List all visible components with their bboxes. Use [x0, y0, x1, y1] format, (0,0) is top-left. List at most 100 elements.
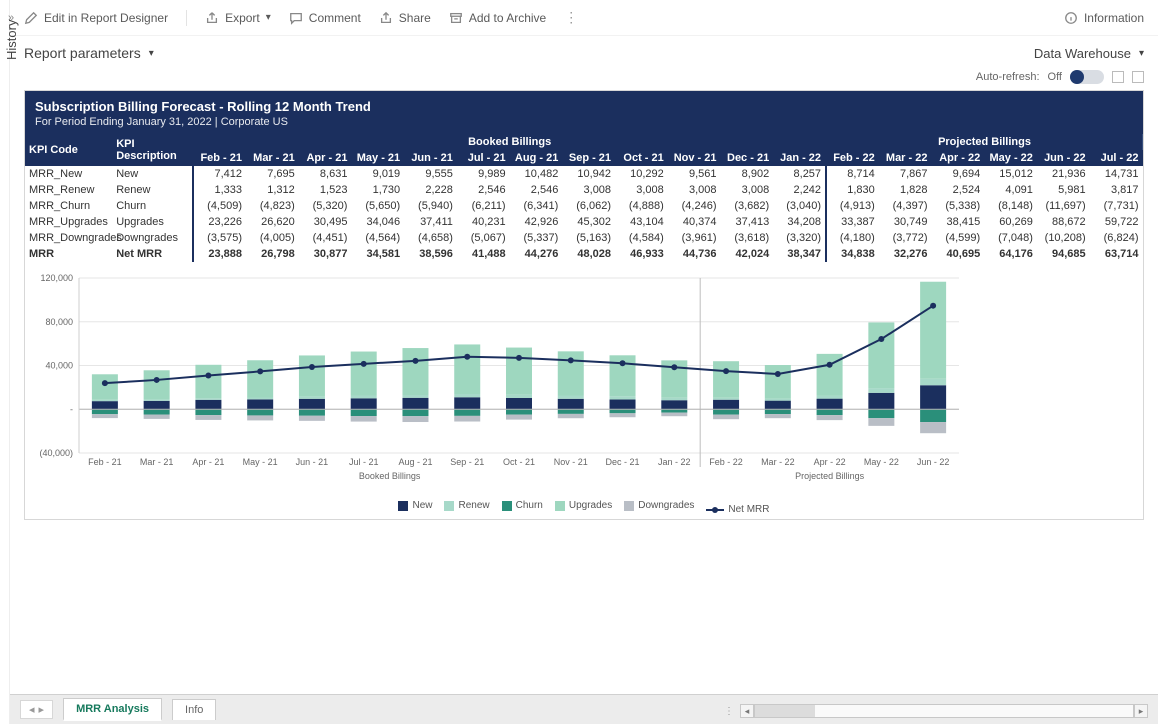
warehouse-label: Data Warehouse — [1034, 46, 1131, 61]
pencil-icon — [24, 11, 38, 25]
th-month: Jul - 21 — [457, 150, 510, 166]
report-parameters-button[interactable]: Report parameters ▾ — [24, 45, 154, 61]
edit-label: Edit in Report Designer — [44, 11, 168, 25]
cell-value: (4,584) — [615, 230, 668, 246]
edit-report-button[interactable]: Edit in Report Designer — [24, 11, 168, 25]
cell-kpi-code: MRR_Downgrades — [25, 230, 112, 246]
scroll-right-button[interactable]: ▸ — [1134, 704, 1148, 718]
cell-value: 7,412 — [193, 166, 246, 182]
svg-text:Mar - 22: Mar - 22 — [761, 457, 795, 467]
cell-value: (4,658) — [404, 230, 457, 246]
th-month: Aug - 21 — [510, 150, 563, 166]
cell-value: (8,148) — [984, 198, 1037, 214]
cell-value: 34,208 — [773, 214, 826, 230]
chevron-down-icon: ▾ — [1139, 48, 1144, 59]
cell-value: 3,008 — [668, 182, 721, 198]
more-actions-button[interactable]: ⋮ — [564, 9, 578, 26]
th-kpi-code: KPI Code — [25, 134, 112, 166]
th-month: Jul - 22 — [1090, 150, 1143, 166]
popout-icon[interactable] — [1112, 71, 1124, 83]
svg-text:120,000: 120,000 — [40, 273, 73, 283]
cell-value: 3,008 — [615, 182, 668, 198]
report-title: Subscription Billing Forecast - Rolling … — [35, 99, 1133, 114]
cell-value: 45,302 — [562, 214, 615, 230]
svg-text:(40,000): (40,000) — [39, 448, 73, 458]
cell-value: (3,320) — [773, 230, 826, 246]
cell-value: 46,933 — [615, 246, 668, 262]
horizontal-scrollbar[interactable]: ⋮ ◂ ▸ — [724, 704, 1148, 718]
share-button[interactable]: Share — [379, 11, 431, 25]
cell-kpi-code: MRR_New — [25, 166, 112, 182]
table-row: MRRNet MRR23,88826,79830,87734,58138,596… — [25, 246, 1143, 262]
comment-label: Comment — [309, 11, 361, 25]
th-group: Booked Billings — [193, 134, 826, 150]
cell-value: (6,341) — [510, 198, 563, 214]
history-rail: » History — [0, 0, 10, 724]
grid-toggle-icon[interactable] — [1132, 71, 1144, 83]
cell-value: 9,019 — [351, 166, 404, 182]
cell-value: 10,292 — [615, 166, 668, 182]
history-label: History — [4, 20, 19, 60]
sheet-next-icon[interactable]: ▸ — [39, 703, 45, 716]
scroll-thumb[interactable] — [755, 705, 815, 717]
cell-value: (4,888) — [615, 198, 668, 214]
cell-value: (4,599) — [931, 230, 984, 246]
archive-button[interactable]: Add to Archive — [449, 11, 546, 25]
cell-value: (4,451) — [299, 230, 352, 246]
cell-value: 44,736 — [668, 246, 721, 262]
scroll-track[interactable] — [754, 704, 1134, 718]
cell-value: 40,374 — [668, 214, 721, 230]
cell-value: (4,180) — [826, 230, 879, 246]
sheet-nav[interactable]: ◂ ▸ — [20, 700, 53, 719]
cell-value: 34,581 — [351, 246, 404, 262]
cell-value: 10,942 — [562, 166, 615, 182]
cell-value: 23,226 — [193, 214, 246, 230]
scroll-left-button[interactable]: ◂ — [740, 704, 754, 718]
report-viewport: Subscription Billing Forecast - Rolling … — [10, 90, 1158, 694]
information-button[interactable]: Information — [1064, 11, 1144, 25]
params-label: Report parameters — [24, 45, 141, 61]
legend-item: New — [398, 500, 432, 511]
th-month: Apr - 21 — [299, 150, 352, 166]
cell-value: (10,208) — [1037, 230, 1090, 246]
cell-value: 3,008 — [720, 182, 773, 198]
tab-mrr-analysis[interactable]: MRR Analysis — [63, 698, 162, 721]
data-warehouse-button[interactable]: Data Warehouse ▾ — [1034, 46, 1144, 61]
auto-refresh-toggle[interactable] — [1070, 70, 1104, 84]
cell-value: 2,228 — [404, 182, 457, 198]
cell-value: (3,040) — [773, 198, 826, 214]
cell-value: 40,231 — [457, 214, 510, 230]
svg-text:Booked Billings: Booked Billings — [359, 471, 421, 481]
th-kpi-desc: KPI Description — [112, 134, 193, 166]
cell-value: 2,242 — [773, 182, 826, 198]
comment-button[interactable]: Comment — [289, 11, 361, 25]
export-button[interactable]: Export ▾ — [205, 11, 271, 25]
cell-value: (6,824) — [1090, 230, 1143, 246]
table-row: MRR_NewNew7,4127,6958,6319,0199,5559,989… — [25, 166, 1143, 182]
th-month: Mar - 22 — [879, 150, 932, 166]
legend-item: Net MRR — [706, 504, 769, 515]
tab-info[interactable]: Info — [172, 699, 216, 720]
cell-value: (3,618) — [720, 230, 773, 246]
cell-kpi-code: MRR_Upgrades — [25, 214, 112, 230]
svg-text:-: - — [70, 404, 73, 414]
svg-text:Jan - 22: Jan - 22 — [658, 457, 691, 467]
cell-value: 38,415 — [931, 214, 984, 230]
cell-value: 10,482 — [510, 166, 563, 182]
cell-value: (5,940) — [404, 198, 457, 214]
cell-value: 26,798 — [246, 246, 299, 262]
cell-value: 9,561 — [668, 166, 721, 182]
svg-text:Apr - 22: Apr - 22 — [814, 457, 846, 467]
th-month: Jun - 21 — [404, 150, 457, 166]
cell-kpi-desc: Net MRR — [112, 246, 193, 262]
cell-kpi-desc: Downgrades — [112, 230, 193, 246]
share-icon — [379, 11, 393, 25]
cell-kpi-desc: Upgrades — [112, 214, 193, 230]
legend-item: Downgrades — [624, 500, 694, 511]
cell-value: 37,411 — [404, 214, 457, 230]
th-month: Nov - 21 — [668, 150, 721, 166]
sheet-prev-icon[interactable]: ◂ — [29, 703, 35, 716]
svg-text:Jul - 21: Jul - 21 — [349, 457, 379, 467]
table-row: MRR_DowngradesDowngrades(3,575)(4,005)(4… — [25, 230, 1143, 246]
cell-value: 48,028 — [562, 246, 615, 262]
